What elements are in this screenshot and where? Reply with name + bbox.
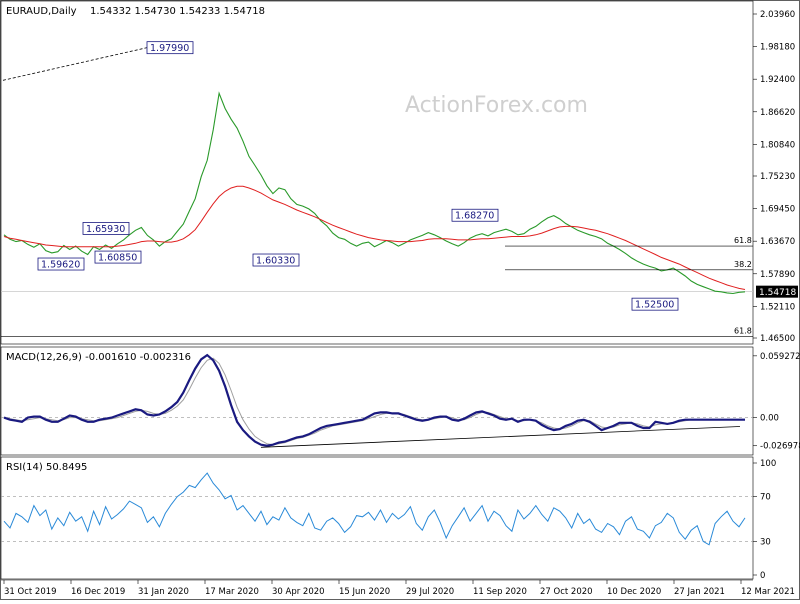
price-y-axis: 2.03960 1.98180 1.92400 1.86620 1.80840 1.752… bbox=[753, 10, 795, 344]
macd-y-axis: 0.059272 0.00 -0.026978 bbox=[753, 352, 800, 452]
x-tick-label: 30 Apr 2020 bbox=[272, 587, 325, 597]
price-y-tick-label: 1.80840 bbox=[760, 140, 795, 150]
macd-y-tick-label: 0.00 bbox=[760, 414, 779, 424]
rsi-y-tick-label: 0 bbox=[760, 571, 765, 581]
x-tick-label: 10 Dec 2020 bbox=[607, 587, 661, 597]
price-annotation-box bbox=[631, 297, 679, 311]
price-annotation-box bbox=[146, 41, 194, 55]
rsi-y-tick-label: 100 bbox=[760, 459, 776, 469]
price-annotation-box bbox=[94, 250, 142, 264]
x-tick-label: 31 Oct 2019 bbox=[4, 587, 57, 597]
price-annotation-box bbox=[37, 257, 85, 271]
price-header-ohlc: 1.54332 1.54730 1.54233 1.54718 bbox=[90, 6, 265, 17]
x-tick-label: 15 Jun 2020 bbox=[339, 587, 390, 597]
price-panel-frame bbox=[0, 0, 754, 345]
price-y-tick-label: 1.75230 bbox=[760, 172, 795, 182]
macd-line bbox=[3, 353, 745, 447]
price-y-tick-label: 1.46500 bbox=[760, 334, 795, 344]
price-annotation-box bbox=[82, 222, 130, 235]
rsi-series-group bbox=[1, 472, 753, 546]
x-tick-label: 12 Mar 2021 bbox=[741, 587, 795, 597]
price-annotation-label: 1.65930 bbox=[86, 224, 125, 235]
x-tick-label: 31 Jan 2020 bbox=[138, 587, 189, 597]
price-annotations: 1.97990 1.65930 1.60850 1.59620 1.60330 1.682… bbox=[1, 41, 798, 337]
price-moving-average-line bbox=[3, 185, 746, 290]
price-y-tick-label: 1.98180 bbox=[760, 43, 795, 53]
price-annotation-label: 1.68270 bbox=[455, 211, 494, 222]
current-price-label: 1.54718 bbox=[759, 288, 796, 298]
current-price-tag bbox=[756, 285, 798, 298]
price-y-tick-label: 2.03960 bbox=[760, 10, 795, 20]
x-tick-label: 29 Jul 2020 bbox=[406, 587, 454, 597]
macd-signal-line bbox=[3, 357, 745, 446]
fib-level-label: 38.2 bbox=[734, 260, 752, 269]
macd-series-group bbox=[1, 353, 753, 448]
fib-level-label: 61.8 bbox=[734, 236, 752, 245]
price-close-series bbox=[3, 91, 746, 295]
macd-trendline bbox=[260, 426, 741, 448]
rsi-panel: RSI(14) 50.8495 100 70 30 0 bbox=[0, 456, 776, 581]
rsi-line bbox=[3, 472, 746, 546]
price-y-tick-label: 1.63670 bbox=[760, 237, 795, 247]
macd-y-tick-label: 0.059272 bbox=[760, 352, 800, 362]
macd-panel-frame bbox=[0, 346, 754, 456]
rsi-header: RSI(14) 50.8495 bbox=[6, 462, 87, 473]
rsi-y-axis: 100 70 30 0 bbox=[753, 459, 776, 581]
x-tick-label: 17 Mar 2020 bbox=[205, 587, 259, 597]
price-annotation-box bbox=[451, 208, 499, 222]
fib-level-label: 61.8 bbox=[734, 326, 752, 335]
x-tick-label: 27 Oct 2020 bbox=[540, 587, 593, 597]
x-tick-label: 27 Jan 2021 bbox=[674, 587, 725, 597]
x-tick-label: 16 Dec 2019 bbox=[71, 587, 125, 597]
price-series-group bbox=[1, 47, 753, 295]
price-annotation-label: 1.60330 bbox=[256, 256, 295, 267]
x-tick-label: 11 Sep 2020 bbox=[473, 587, 527, 597]
rsi-panel-frame bbox=[0, 456, 754, 580]
price-y-tick-label: 1.92400 bbox=[760, 75, 795, 85]
x-axis: 31 Oct 2019 16 Dec 2019 31 Jan 2020 17 Mar … bbox=[1, 579, 795, 597]
price-annotation-label: 1.60850 bbox=[98, 253, 137, 264]
macd-header: MACD(12,26,9) -0.001610 -0.002316 bbox=[6, 352, 191, 363]
macd-y-tick-label: -0.026978 bbox=[760, 442, 800, 452]
price-header-symbol: EURAUD,Daily bbox=[6, 6, 77, 17]
watermark: ActionForex.com bbox=[405, 93, 588, 118]
price-annotation-box bbox=[252, 253, 300, 267]
price-panel: EURAUD,Daily 1.54332 1.54730 1.54233 1.5… bbox=[0, 0, 798, 345]
price-y-tick-label: 1.86620 bbox=[760, 108, 795, 118]
rsi-y-tick-label: 30 bbox=[760, 537, 771, 547]
macd-panel: MACD(12,26,9) -0.001610 -0.002316 0.0592… bbox=[0, 346, 800, 456]
price-y-tick-label: 1.69450 bbox=[760, 205, 795, 215]
rsi-y-tick-label: 70 bbox=[760, 493, 771, 503]
price-annotation-label: 1.97990 bbox=[150, 43, 189, 54]
price-y-tick-label: 1.57890 bbox=[760, 270, 795, 280]
price-annotation-label: 1.59620 bbox=[41, 260, 80, 271]
price-y-tick-label: 1.52110 bbox=[760, 302, 795, 312]
price-annotation-label: 1.52500 bbox=[635, 300, 674, 311]
